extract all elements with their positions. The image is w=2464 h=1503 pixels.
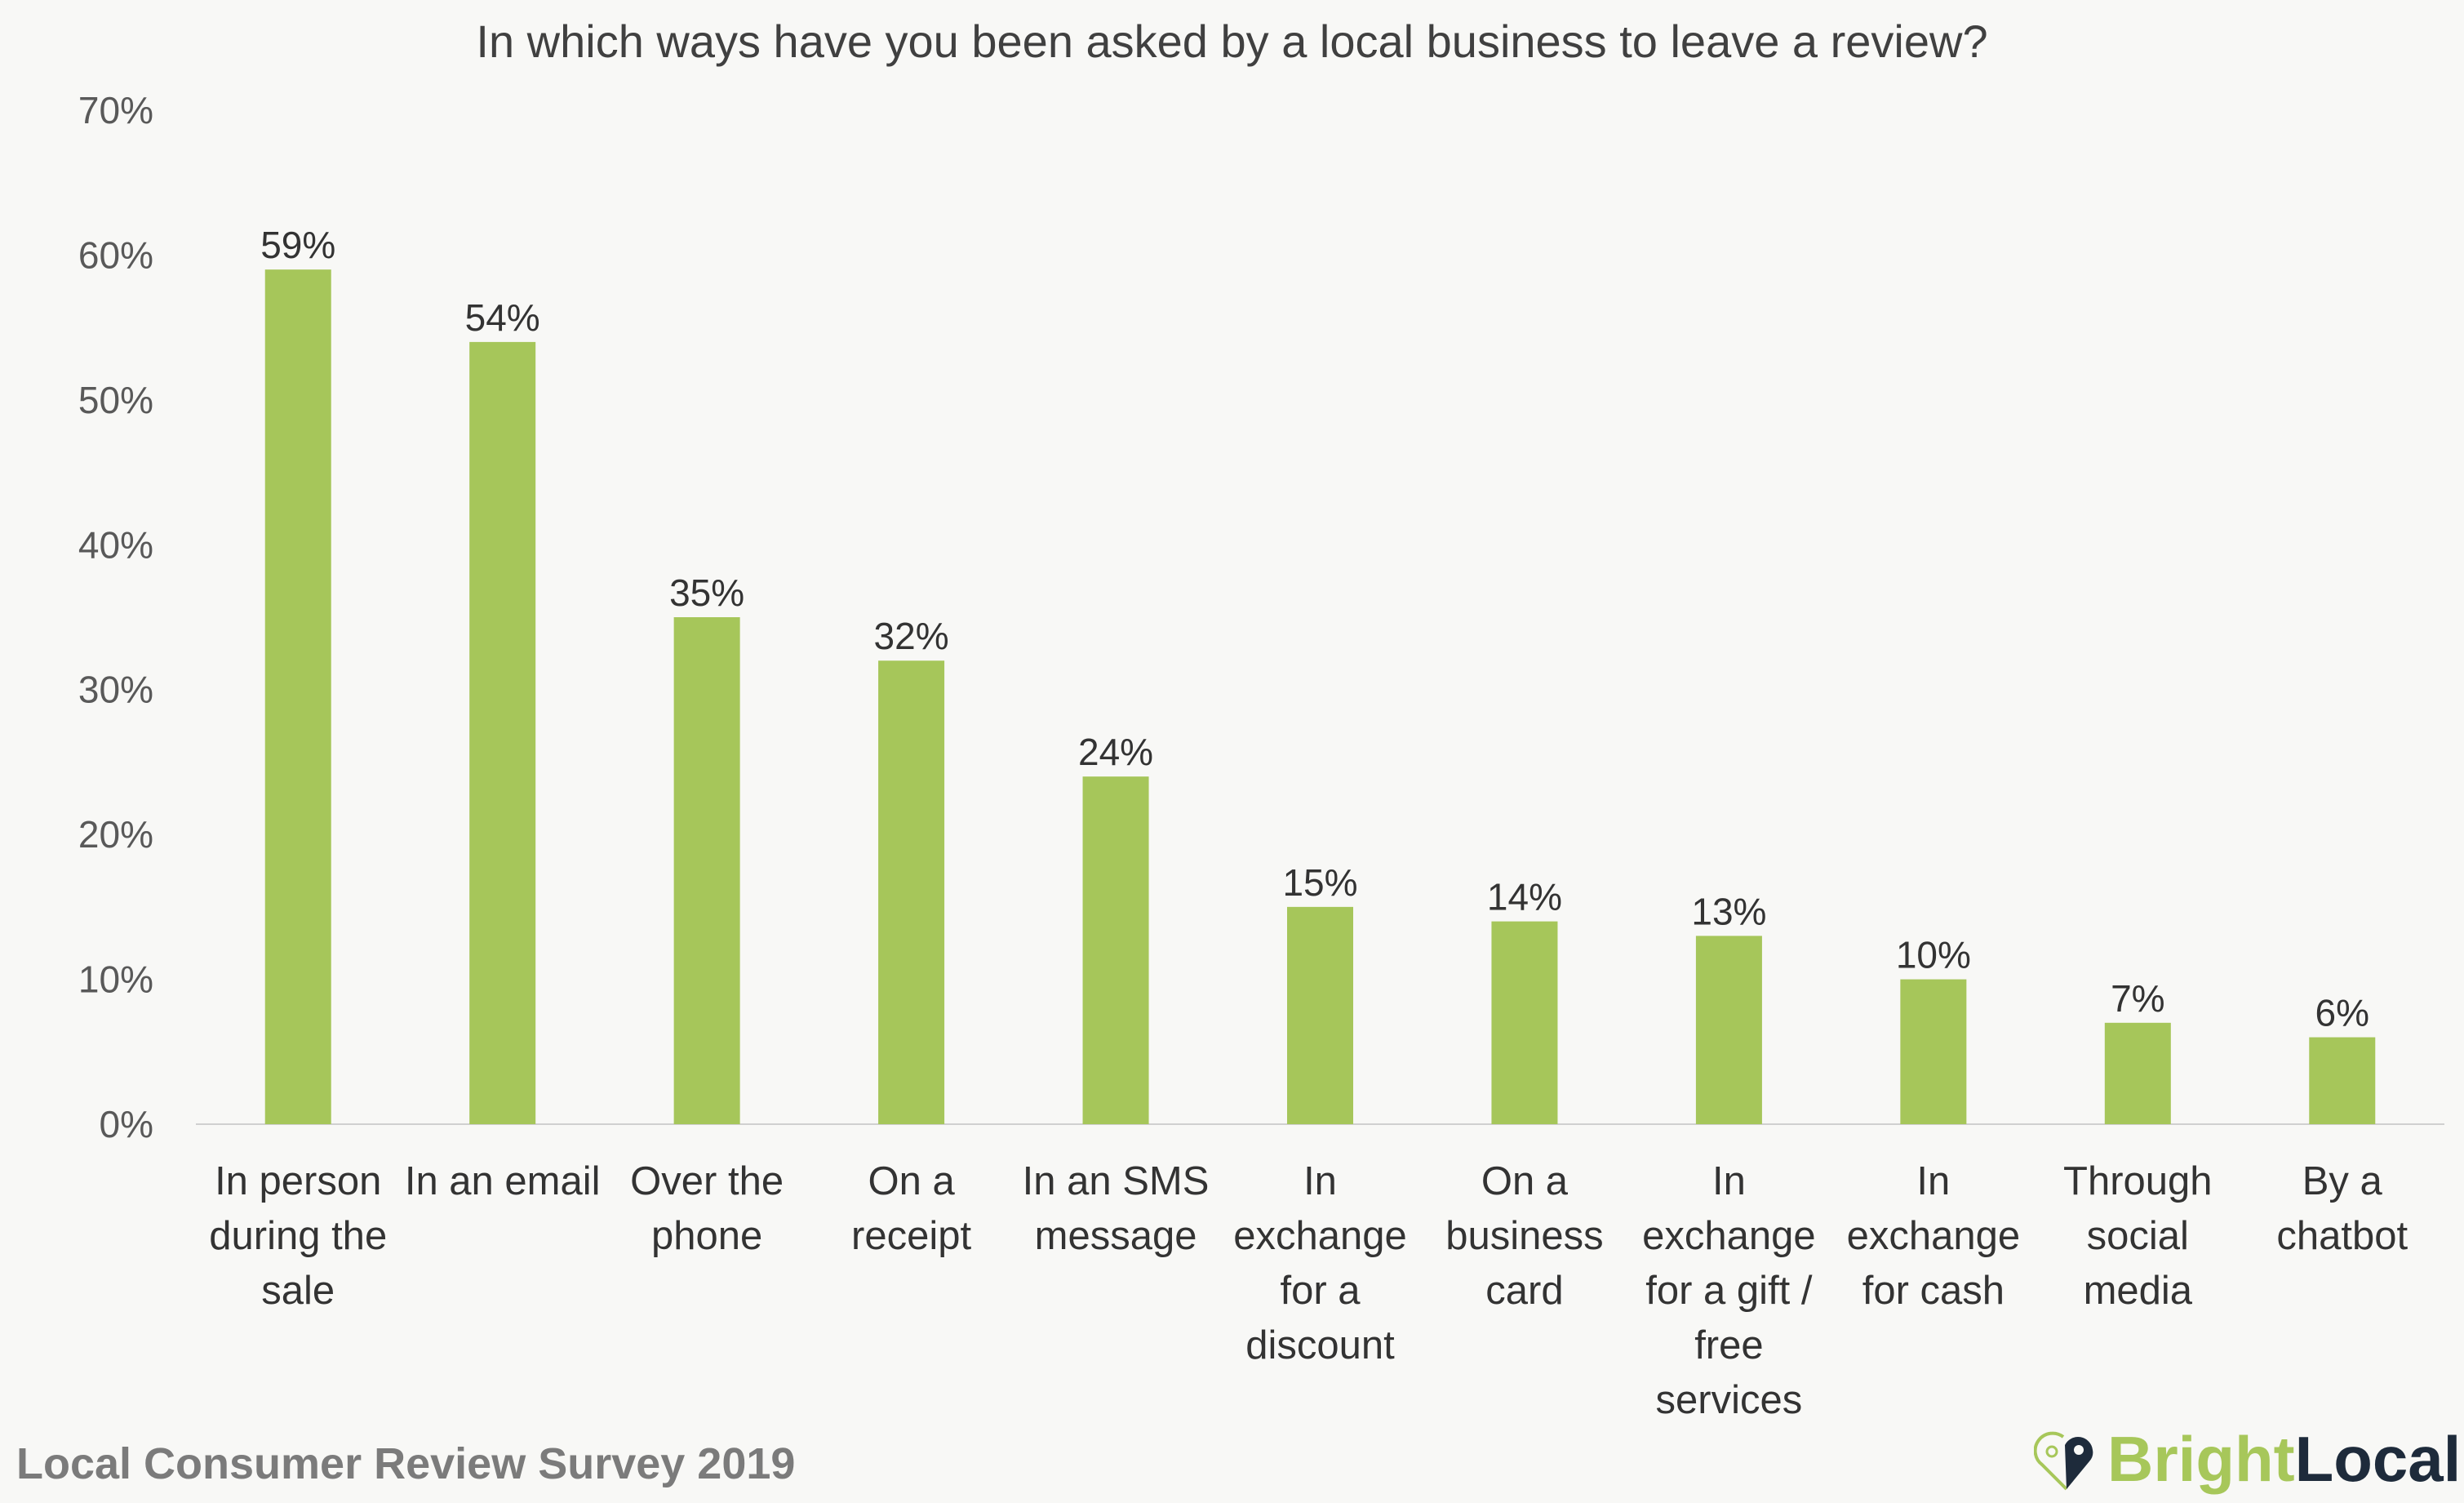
x-category-label-line: On a: [868, 1159, 955, 1203]
data-label: 7%: [2111, 977, 2164, 1020]
x-category-label-line: during the: [209, 1214, 387, 1258]
bar: [2309, 1037, 2376, 1124]
data-label: 15%: [1282, 861, 1357, 904]
x-category-label-line: In: [1712, 1159, 1746, 1203]
y-tick-label: 70%: [78, 89, 153, 131]
bar: [2104, 1022, 2171, 1124]
x-category-label-line: message: [1035, 1214, 1197, 1258]
bar: [1695, 936, 1762, 1124]
logo-text-bright: Bright: [2107, 1423, 2295, 1495]
x-category-label-line: exchange: [1642, 1214, 1816, 1258]
x-category-label-line: In an email: [405, 1159, 601, 1203]
x-category-label-line: for a: [1280, 1269, 1361, 1313]
x-category-label-line: free: [1694, 1323, 1763, 1367]
y-tick-label: 40%: [78, 523, 153, 566]
y-tick-label: 50%: [78, 379, 153, 421]
x-category-label-line: card: [1485, 1269, 1563, 1313]
x-category-label-line: for a gift /: [1645, 1269, 1813, 1313]
data-label: 59%: [260, 224, 335, 266]
x-category-label: In exchange for a gift / free services: [1642, 1159, 1816, 1422]
data-label: 10%: [1896, 934, 1971, 976]
x-category-label: Over the phone: [630, 1159, 784, 1258]
x-category-label-line: phone: [651, 1214, 762, 1258]
chart-title: In which ways have you been asked by a l…: [476, 16, 1988, 67]
x-category-label: By a chatbot: [2276, 1159, 2408, 1258]
data-label: 6%: [2315, 992, 2369, 1034]
x-category-label-line: exchange: [1847, 1214, 2021, 1258]
x-category-label: Through social media: [2063, 1159, 2213, 1313]
y-tick-label: 60%: [78, 233, 153, 276]
logo-text-local: Local: [2294, 1423, 2462, 1495]
x-category-label-line: Through: [2063, 1159, 2213, 1203]
x-category-label: On a business card: [1445, 1159, 1603, 1313]
x-category-label-line: media: [2084, 1269, 2193, 1313]
logo-text: BrightLocal: [2107, 1422, 2461, 1496]
bar: [469, 341, 536, 1124]
x-category-label-line: business: [1445, 1214, 1603, 1258]
x-category-label-line: Over the: [630, 1159, 784, 1203]
x-category-label-line: In person: [215, 1159, 381, 1203]
x-category-label: In an email: [405, 1159, 601, 1203]
x-category-label-line: By a: [2302, 1159, 2383, 1203]
data-label: 32%: [874, 615, 949, 657]
brightlocal-logo: BrightLocal: [2034, 1422, 2461, 1496]
x-category-label-line: chatbot: [2276, 1214, 2408, 1258]
x-category-label: In exchange for a discount: [1233, 1159, 1407, 1367]
x-category-label: In exchange for cash: [1847, 1159, 2021, 1313]
bar: [673, 617, 740, 1124]
x-category-label-line: In an SMS: [1023, 1159, 1210, 1203]
y-tick-label: 30%: [78, 669, 153, 711]
x-category-label-line: In: [1916, 1159, 1950, 1203]
data-label: 14%: [1487, 876, 1562, 918]
data-label: 54%: [465, 296, 540, 339]
bar: [1900, 979, 1967, 1124]
x-category-label-line: services: [1656, 1378, 1803, 1422]
y-tick-label: 10%: [78, 958, 153, 1001]
x-category-label: On a receipt: [851, 1159, 971, 1258]
x-category-label-line: discount: [1245, 1323, 1395, 1367]
x-category-label-line: exchange: [1233, 1214, 1407, 1258]
x-category-label: In an SMS message: [1023, 1159, 1210, 1258]
x-category-label-line: receipt: [851, 1214, 971, 1258]
bar: [1491, 921, 1558, 1124]
x-category-label: In person during the sale: [209, 1159, 387, 1313]
footer-source: Local Consumer Review Survey 2019: [16, 1439, 796, 1488]
bar: [264, 269, 331, 1125]
bar: [1082, 776, 1149, 1124]
x-category-label-line: In: [1303, 1159, 1337, 1203]
bar: [878, 660, 945, 1124]
data-label: 24%: [1078, 731, 1153, 773]
y-tick-label: 0%: [100, 1103, 153, 1145]
bar: [1287, 906, 1353, 1124]
data-label: 35%: [669, 571, 744, 614]
data-label: 13%: [1691, 890, 1766, 932]
location-heart-icon: [2034, 1431, 2093, 1490]
x-category-label-line: social: [2087, 1214, 2189, 1258]
x-category-label-line: On a: [1481, 1159, 1569, 1203]
x-category-label-line: for cash: [1862, 1269, 2004, 1313]
x-category-label-line: sale: [261, 1269, 335, 1313]
y-tick-label: 20%: [78, 813, 153, 856]
